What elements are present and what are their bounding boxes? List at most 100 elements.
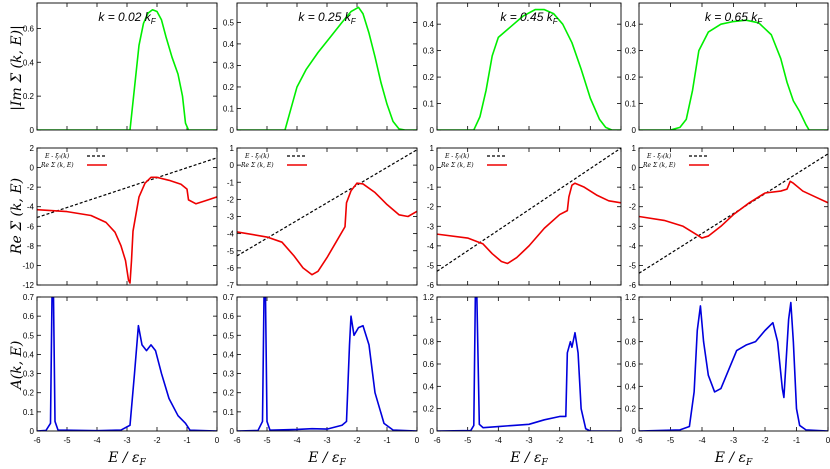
y-tick-label: -1 <box>227 178 235 187</box>
x-tick-label: -4 <box>698 436 706 445</box>
y-tick-label: 0.2 <box>423 73 435 82</box>
plot-frame <box>236 296 418 432</box>
series-im <box>37 8 217 130</box>
plot-frame <box>436 296 622 432</box>
y-tick-label: 1 <box>632 315 637 324</box>
y-tick-label: 0.3 <box>423 47 435 56</box>
plot-frame <box>436 147 622 286</box>
panel-r2-c0: 0 0.1 0.2 0.3 0.4 0.5 0.6 0.7 -6 -5 -4 -3 -2 -1 0 E / ε… <box>23 293 220 468</box>
y-tick-label: 0.3 <box>23 370 35 379</box>
row-label-im: |Im Σ (k, E)| <box>9 25 25 111</box>
y-tick-label: 0.3 <box>223 61 235 70</box>
panel-title: k = 0.02 kF <box>98 10 156 26</box>
y-tick-label: 0.2 <box>223 389 235 398</box>
y-tick-label: 0 <box>30 164 35 173</box>
x-tick-label: -1 <box>383 436 391 445</box>
x-axis-label: E / εF <box>307 450 346 468</box>
y-tick-label: 0.4 <box>23 350 35 359</box>
y-tick-label: 1.2 <box>423 293 435 302</box>
y-tick-label: -5 <box>427 261 435 270</box>
y-tick-label: 0.6 <box>423 360 435 369</box>
y-tick-label: 0.1 <box>23 408 35 417</box>
y-tick-label: 0.7 <box>23 293 35 302</box>
plot-frame <box>36 2 218 131</box>
x-tick-label: -6 <box>33 436 41 445</box>
plot-frame <box>236 2 418 131</box>
series-spec <box>437 297 621 431</box>
y-tick-label: -3 <box>427 222 435 231</box>
y-tick-label: 0.6 <box>223 312 235 321</box>
plot-frame <box>638 2 829 131</box>
x-tick-label: -6 <box>635 436 643 445</box>
y-tick-label: 0 <box>430 164 435 173</box>
y-tick-label: -7 <box>227 281 235 290</box>
x-tick-label: -5 <box>464 436 472 445</box>
y-tick-label: -2 <box>227 195 235 204</box>
y-tick-label: -10 <box>22 261 34 270</box>
y-tick-label: -2 <box>427 203 435 212</box>
y-tick-label: 0 <box>632 164 637 173</box>
x-tick-label: -5 <box>667 436 675 445</box>
y-tick-label: -5 <box>227 247 235 256</box>
y-tick-label: 1 <box>230 144 235 153</box>
y-tick-label: 0.5 <box>223 331 235 340</box>
panel-title: k = 0.65 kF <box>705 10 763 26</box>
x-axis-label: E / εF <box>509 450 548 468</box>
y-tick-label: 0 <box>430 427 435 436</box>
y-tick-label: -6 <box>227 264 235 273</box>
series-spec <box>237 297 417 431</box>
x-tick-label: -1 <box>183 436 191 445</box>
y-tick-label: 0.4 <box>23 58 35 67</box>
legend-dashed-label: E - ξ₀(k) <box>646 153 672 160</box>
x-tick-label: -3 <box>525 436 533 445</box>
y-tick-label: 0.1 <box>625 100 637 109</box>
y-tick-label: 0.6 <box>625 360 637 369</box>
row-label-spectral: A(k, E) <box>9 341 25 392</box>
y-tick-label: 0.6 <box>23 312 35 321</box>
y-tick-label: 0.1 <box>223 408 235 417</box>
y-tick-label: 0.2 <box>223 83 235 92</box>
y-tick-label: 0.4 <box>625 20 637 29</box>
series-spec <box>37 297 217 431</box>
x-tick-label: -4 <box>293 436 301 445</box>
y-tick-label: 0 <box>230 161 235 170</box>
panel-r1-c2: -6 -5 -4 -3 -2 -1 0 1 E - ξ₀(k) Re Σ (k, E) <box>427 144 622 290</box>
legend-solid-label: Re Σ (k, E) <box>440 162 474 169</box>
y-tick-label: 0.4 <box>223 350 235 359</box>
y-tick-label: 0.1 <box>423 100 435 109</box>
y-tick-label: 1 <box>632 144 637 153</box>
y-tick-label: 0.4 <box>423 20 435 29</box>
legend-solid-label: Re Σ (k, E) <box>240 162 274 169</box>
y-tick-label: -4 <box>629 242 637 251</box>
legend-solid-label: Re Σ (k, E) <box>642 162 676 169</box>
y-tick-label: 0.5 <box>223 18 235 27</box>
panel-r2-c3: 0 0.2 0.4 0.6 0.8 1 1.2 -6 -5 -4 -3 -2 -1 0 E / εF <box>625 293 830 468</box>
y-tick-label: 0.7 <box>223 293 235 302</box>
x-axis-label: E / εF <box>714 450 753 468</box>
y-tick-label: 0.2 <box>625 73 637 82</box>
y-tick-label: 0.4 <box>423 382 435 391</box>
x-tick-label: 0 <box>415 436 420 445</box>
y-tick-label: 0 <box>230 427 235 436</box>
y-tick-label: -2 <box>629 203 637 212</box>
series-im <box>639 19 828 130</box>
y-tick-label: -6 <box>629 281 637 290</box>
y-tick-label: -6 <box>27 222 35 231</box>
x-tick-label: -6 <box>233 436 241 445</box>
panel-r0-c0: 0 0.2 0.4 0.6 k = 0.02 kF <box>23 2 218 135</box>
y-tick-label: 0.8 <box>423 338 435 347</box>
y-tick-label: -6 <box>427 281 435 290</box>
panel-grid: 0 0.2 0.4 0.6 k = 0.02 kF 0 0.1 0.2 0.3 0.4 0.5 k =… <box>22 2 830 468</box>
series-im <box>437 8 621 130</box>
y-tick-label: 0.3 <box>625 47 637 56</box>
y-tick-label: 0.3 <box>223 370 235 379</box>
y-tick-label: 1 <box>430 315 435 324</box>
y-tick-label: 0.2 <box>625 405 637 414</box>
plot-frame <box>236 147 418 286</box>
panel-r1-c0: -12 -10 -8 -6 -4 -2 0 2 E - ξ₀(k) Re Σ (k, E) <box>22 144 218 290</box>
y-tick-label: -4 <box>27 203 35 212</box>
panel-r1-c3: -6 -5 -4 -3 -2 -1 0 1 E - ξ₀(k) Re Σ (k, E) <box>629 144 829 290</box>
y-tick-label: 0.1 <box>223 104 235 113</box>
y-tick-label: -4 <box>427 242 435 251</box>
